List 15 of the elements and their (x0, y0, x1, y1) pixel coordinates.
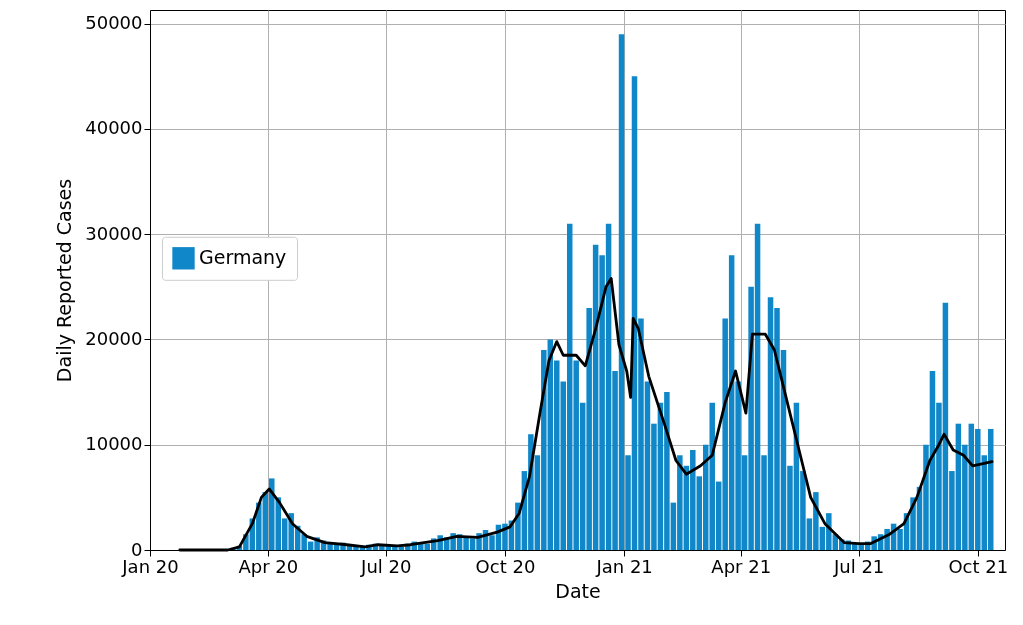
y-tick-label: 30000 (85, 222, 143, 244)
x-tick-label: Oct 20 (475, 555, 536, 577)
x-tick-label: Jul 20 (360, 555, 412, 577)
x-tick-label: Oct 21 (948, 555, 1009, 577)
legend-label: Germany (199, 246, 287, 269)
y-tick-label: 40000 (85, 117, 143, 139)
y-axis-title: Daily Reported Cases (53, 178, 76, 383)
y-tick-label: 10000 (85, 433, 143, 455)
x-tick-label: Jul 21 (832, 555, 885, 577)
y-tick-label: 20000 (85, 327, 143, 349)
x-tick-label: Jan 21 (595, 555, 653, 577)
x-tick-label: Apr 20 (238, 555, 299, 577)
y-tick-label: 50000 (85, 12, 143, 34)
x-tick-label: Apr 21 (711, 555, 772, 577)
x-axis-title: Date (555, 579, 601, 602)
